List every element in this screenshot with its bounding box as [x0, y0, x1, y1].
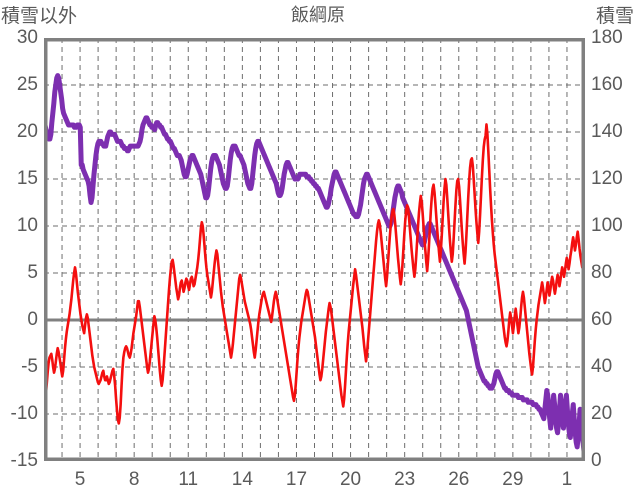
right-tick-label: 120	[591, 168, 623, 189]
x-tick-label: 20	[339, 469, 362, 490]
x-tick-label: 8	[128, 469, 140, 490]
x-tick-label: 17	[285, 469, 308, 490]
right-tick-label: 60	[591, 309, 613, 330]
plot-area	[44, 38, 585, 461]
right-tick-label: 40	[591, 356, 613, 377]
x-tick-label: 29	[502, 469, 524, 490]
x-tick-label: 23	[394, 469, 416, 490]
left-axis-unit-label: 積雪以外	[1, 6, 78, 27]
left-tick-label: -10	[10, 403, 38, 424]
x-tick-label: 14	[231, 469, 253, 490]
right-tick-label: 20	[591, 403, 613, 424]
page-title: 飯綱原	[291, 5, 345, 25]
series-line-temperature	[44, 123, 585, 425]
right-tick-label: 80	[591, 262, 613, 283]
right-tick-label: 180	[591, 27, 623, 48]
x-tick-label: 5	[74, 469, 86, 490]
right-tick-label: 100	[591, 215, 623, 236]
left-tick-label: 15	[16, 168, 38, 189]
left-tick-label: 25	[16, 74, 38, 95]
left-tick-label: -15	[10, 450, 38, 471]
plot-svg	[44, 38, 585, 461]
left-tick-label: -5	[21, 356, 38, 377]
x-tick-label: 26	[448, 469, 470, 490]
left-tick-label: 20	[16, 121, 38, 142]
right-tick-label: 0	[591, 450, 602, 471]
series-line-snow-depth	[44, 73, 585, 459]
left-tick-label: 0	[27, 309, 38, 330]
right-axis-unit-label: 積雪	[595, 6, 634, 27]
x-tick-label: 11	[178, 469, 199, 490]
left-tick-label: 5	[27, 262, 38, 283]
right-tick-label: 140	[591, 121, 623, 142]
right-tick-label: 160	[591, 74, 623, 95]
left-tick-label: 10	[16, 215, 38, 236]
x-tick-label: 1	[561, 469, 573, 490]
left-tick-label: 30	[16, 27, 38, 48]
